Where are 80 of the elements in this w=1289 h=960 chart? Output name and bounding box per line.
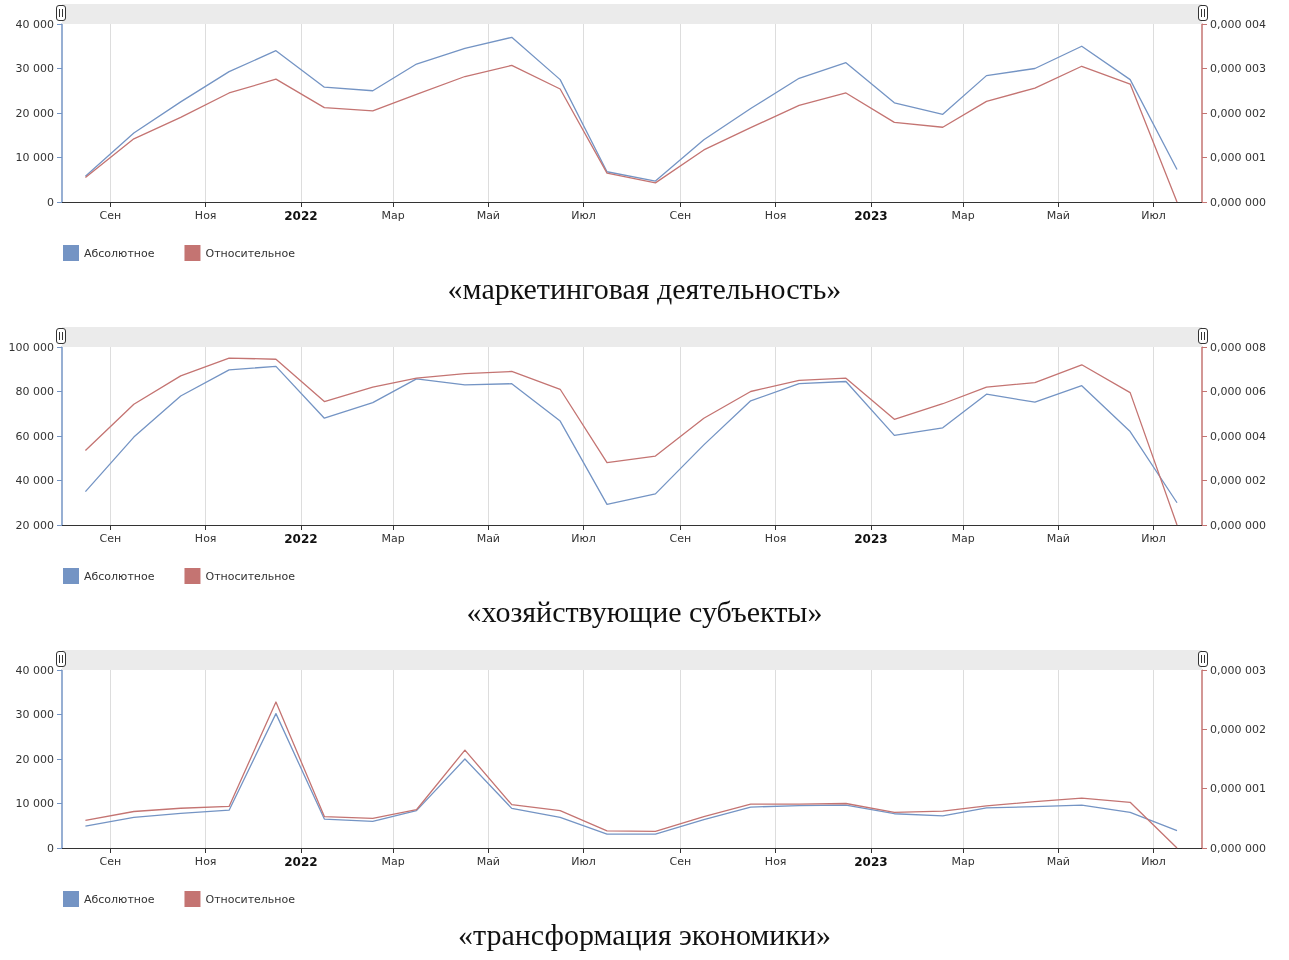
line-series [84,64,1178,203]
x-tick-label: Июл [1141,532,1166,545]
y2-tick-label: 0,000 002 [1210,722,1266,736]
x-tick-label: Ноя [764,855,787,868]
y-tick-label: 0 [47,195,54,209]
y-tick-label: 80 000 [15,385,54,398]
x-tick-label: Ноя [194,209,217,222]
x-tick-label: Мар [951,532,975,545]
y-tick-label: 40 000 [15,663,54,677]
line-series [84,701,1178,849]
y-tick-label: 10 000 [15,797,54,810]
y2-tick-label: 0,000 004 [1210,429,1266,443]
y2-tick-label: 0,000 006 [1210,385,1266,398]
x-tick-label: 2023 [854,209,888,223]
y2-tick-label: 0,000 008 [1210,340,1266,354]
x-tick-label: 2023 [854,532,888,546]
x-tick-label: Сен [669,855,692,868]
x-tick-label: Мар [381,532,405,545]
y-tick-label: 20 000 [15,752,54,766]
y-tick-label: 60 000 [15,429,54,443]
x-tick-label: Май [1046,532,1071,545]
y-tick-label: 100 000 [8,340,54,354]
legend-label: Относительное [205,892,296,906]
line-series [84,36,1178,182]
text: «трансформация экономики» [456,918,833,952]
x-tick-label: 2022 [284,855,318,869]
y2-tick-label: 0,000 000 [1210,195,1266,209]
y2-tick-label: 0,000 004 [1210,17,1266,31]
x-tick-label: Сен [99,855,122,868]
y2-tick-label: 0,000 002 [1210,106,1266,120]
x-tick-label: Май [1046,209,1071,222]
x-tick-label: Май [1046,855,1071,868]
x-tick-label: Ноя [194,532,217,545]
y2-tick-label: 0,000 003 [1210,663,1266,677]
x-tick-label: Мар [381,855,405,868]
y-tick-label: 20 000 [15,106,54,120]
x-tick-label: Ноя [764,209,787,222]
x-tick-label: Мар [381,209,405,222]
x-tick-label: Мар [951,855,975,868]
x-tick-label: Сен [669,532,692,545]
y2-tick-label: 0,000 003 [1210,62,1266,75]
x-tick-label: Май [476,532,501,545]
y2-tick-label: 0,000 002 [1210,474,1266,487]
line-series [84,357,1178,526]
x-tick-label: Ноя [764,532,787,545]
x-tick-label: Сен [669,209,692,222]
x-tick-label: Июл [571,209,596,222]
x-tick-label: Сен [99,532,122,545]
legend-label: Относительное [205,569,296,583]
legend-label: Абсолютное [84,569,155,583]
x-tick-label: Май [476,209,501,222]
x-tick-label: 2022 [284,532,318,546]
y-tick-label: 40 000 [15,474,54,487]
x-tick-label: Июл [571,855,596,868]
legend-label: Относительное [205,246,296,260]
x-tick-label: Мар [951,209,975,222]
legend-label: Абсолютное [84,892,155,906]
y-tick-label: 10 000 [15,151,54,164]
x-tick-label: Сен [99,209,122,222]
y2-tick-label: 0,000 001 [1210,151,1266,164]
y-tick-label: 0 [47,841,54,855]
x-tick-label: Июл [571,532,596,545]
line-series [84,712,1178,835]
x-tick-label: Май [476,855,501,868]
y-tick-label: 30 000 [15,708,54,721]
y-tick-label: 40 000 [15,17,54,31]
x-tick-label: 2023 [854,855,888,869]
y2-tick-label: 0,000 000 [1210,518,1266,532]
x-tick-label: Ноя [194,855,217,868]
y2-tick-label: 0,000 001 [1210,782,1266,796]
text: «маркетинговая деятельность» [446,272,843,306]
x-tick-label: Июл [1141,855,1166,868]
text: «хозяйствующие субъекты» [465,595,824,629]
legend-label: Абсолютное [84,246,155,260]
x-tick-label: Июл [1141,209,1166,222]
y-tick-label: 20 000 [15,518,54,532]
y2-tick-label: 0,000 000 [1210,841,1266,855]
line-series [84,365,1178,505]
y-tick-label: 30 000 [15,62,54,75]
x-tick-label: 2022 [284,209,318,223]
